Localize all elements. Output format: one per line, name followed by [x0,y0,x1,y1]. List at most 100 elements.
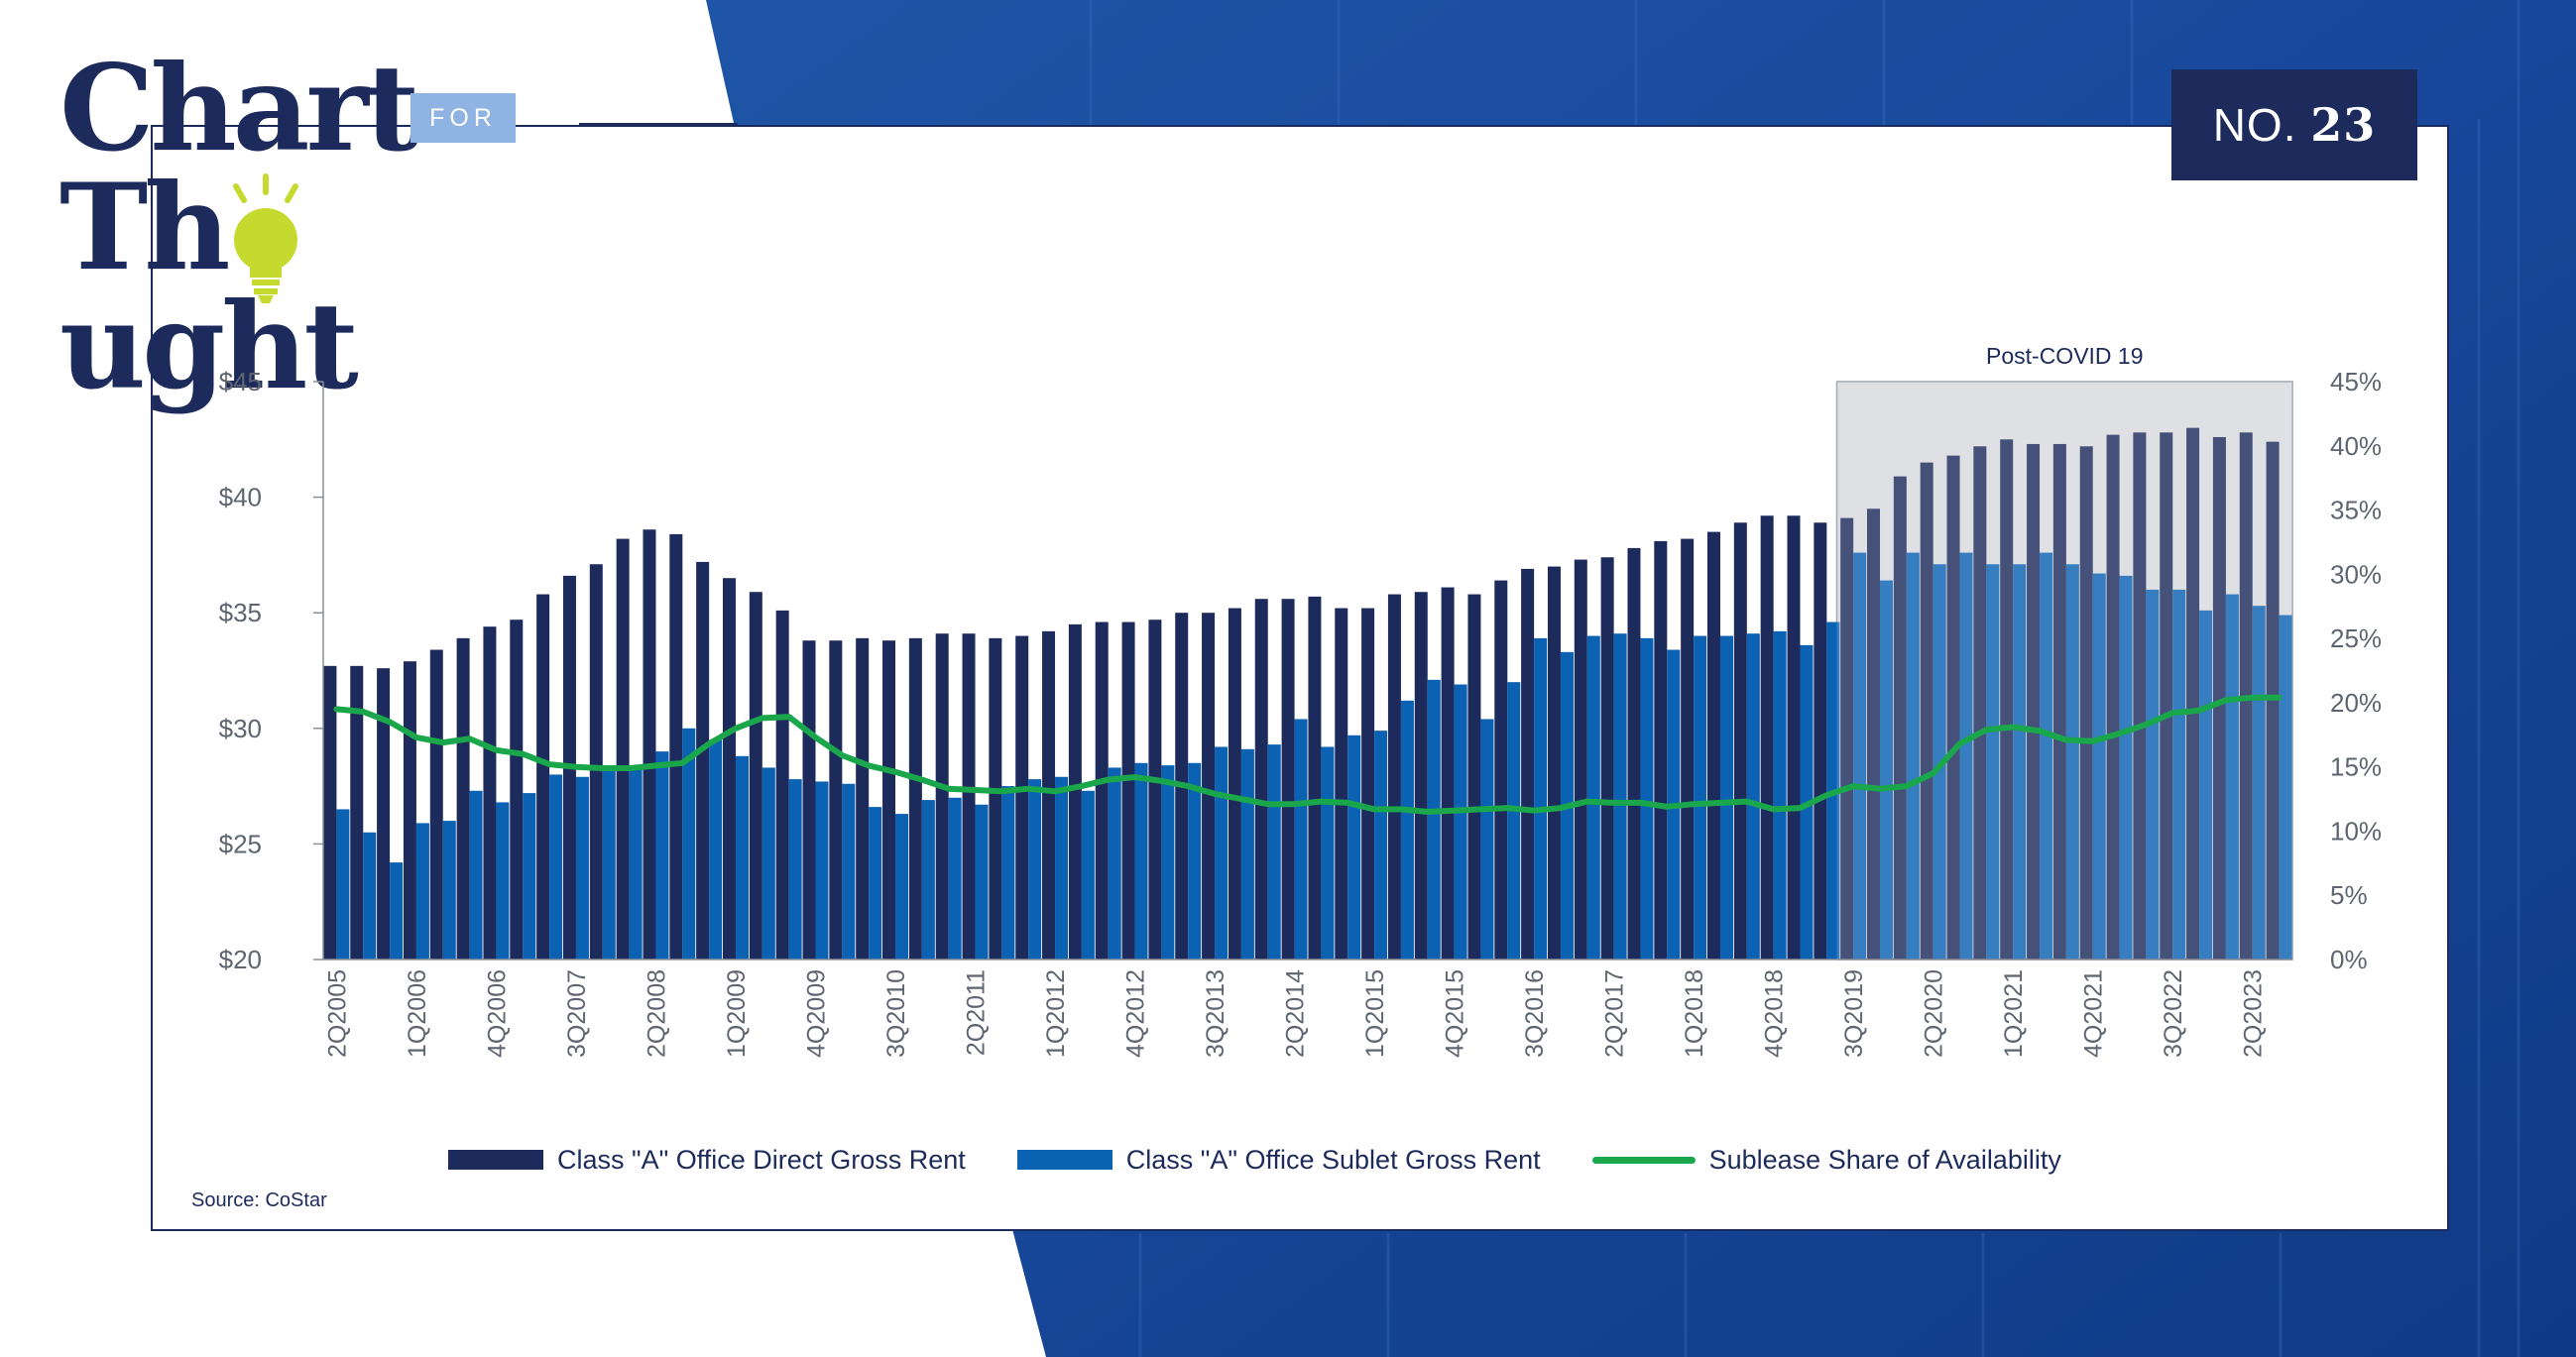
x-tick-label: 3Q2010 [882,969,910,1058]
y2-tick-label: 25% [2330,623,2382,653]
bar-direct [669,533,683,960]
bar-sublet [1374,731,1388,960]
bar-sublet [1001,786,1015,960]
x-tick-label: 2Q2023 [2240,969,2268,1058]
bar-sublet [575,776,589,960]
bar-sublet [523,793,536,960]
bar-sublet [2092,573,2106,960]
axes-group [313,381,2292,961]
bar-direct [1148,620,1162,960]
bar-sublet [2199,610,2213,960]
bar-sublet [735,755,749,960]
bar-direct [989,637,1002,960]
bar-sublet [1880,580,1894,960]
legend-swatch-direct [448,1150,543,1170]
bar-direct [1095,622,1109,960]
bar-direct [935,633,949,960]
bar-sublet [1507,682,1521,960]
y-tick-label: $45 [219,367,262,396]
bar-direct [1254,599,1268,960]
bar-sublet [869,807,882,960]
bar-direct [2133,432,2147,961]
bar-sublet [788,779,802,960]
bar-sublet [1986,564,2000,960]
x-tick-label: 2Q2008 [643,969,670,1058]
bar-sublet [549,774,563,960]
bar-direct [2186,427,2200,960]
bar-direct [1654,540,1668,960]
bar-sublet [629,767,643,960]
badge-number: 23 [2310,98,2377,152]
bar-direct [1547,566,1561,960]
sublease-share-line [333,694,2283,815]
bar-sublet [469,790,483,960]
bar-direct [1733,522,1747,960]
bar-direct [1973,446,1987,960]
bar-sublet [2146,589,2160,960]
bar-direct [1867,509,1881,960]
x-tick-label: 3Q2022 [2160,969,2187,1058]
bar-sublet [761,767,775,960]
source-note: Source: CoStar [191,1189,327,1211]
x-tick-label: 1Q2015 [1361,969,1389,1058]
bar-direct [1441,587,1455,960]
x-tick-label: 1Q2006 [404,969,431,1058]
bar-direct [1042,630,1056,960]
bar-sublet [363,832,377,960]
badge-prefix: NO. [2212,99,2297,151]
y2-tick-label: 30% [2330,559,2382,589]
bar-direct [1787,515,1801,960]
y-axis-labels: $20 $25 $30 $35 $40 $45 [219,367,262,974]
bar-sublet [2013,564,2027,960]
bar-sublet [1134,762,1148,960]
bar-direct [483,626,497,960]
bar-sublet [2225,594,2239,960]
header-rule [579,123,738,125]
legend-item-direct: Class "A" Office Direct Gross Rent [448,1145,966,1176]
x-tick-label: 1Q2009 [723,969,751,1058]
x-tick-label: 2Q2017 [1601,969,1629,1058]
bar-direct [2266,441,2280,961]
x-tick-label: 2Q2014 [1282,969,1310,1058]
chart-for-thought-logo: Chart FOR Thught [59,50,575,406]
bar-sublet [948,797,962,960]
bar-direct [1893,476,1907,960]
bar-sublet [1055,776,1069,960]
x-tick-label: 3Q2019 [1840,969,1868,1058]
bar-sublet [2119,575,2133,960]
bar-direct [1814,522,1827,960]
y2-tick-label: 20% [2330,688,2382,718]
bar-sublet [1267,744,1281,960]
x-tick-label: 3Q2007 [563,969,591,1058]
bar-direct [589,564,603,960]
y2-tick-label: 10% [2330,816,2382,846]
y2-tick-label: 15% [2330,752,2382,782]
bar-direct [856,637,870,960]
bar-sublet [921,800,935,960]
bar-direct [749,592,762,960]
bar-direct [2079,446,2093,960]
bar-direct [616,538,630,960]
bar-direct [377,668,391,960]
bar-direct [323,665,337,960]
bar-direct [829,640,843,960]
chart-legend: Class "A" Office Direct Gross Rent Class… [448,1142,2113,1178]
bar-direct [1627,547,1641,960]
bar-direct [1946,455,1960,960]
bar-direct [2052,443,2066,960]
bar-sublet [682,728,696,960]
bar-direct [1681,538,1695,960]
y2-axis-labels: 0% 5% 10% 15% 20% 25% 30% 35% 40% 45% [2330,367,2382,974]
bar-direct [643,529,656,960]
issue-number-badge: NO. 23 [2171,69,2417,180]
bar-sublet [1294,719,1308,960]
y-tick-label: $20 [219,945,262,974]
bar-sublet [2065,564,2079,960]
x-tick-label: 4Q2006 [483,969,511,1058]
bar-sublet [390,862,404,960]
bars-group [323,382,2292,961]
bar-direct [510,620,524,960]
bar-sublet [1640,637,1654,960]
bar-sublet [1853,552,1867,960]
bar-sublet [1240,748,1254,960]
